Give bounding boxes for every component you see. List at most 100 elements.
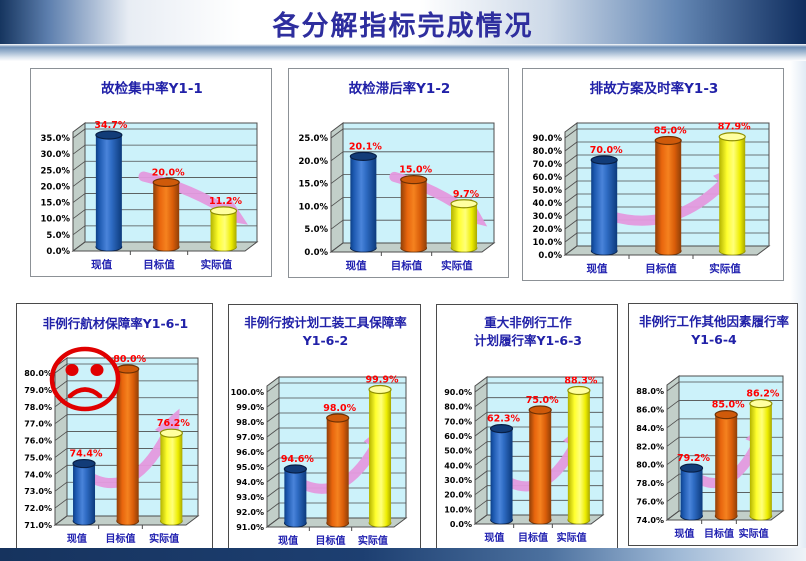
data-label: 86.2% <box>746 389 779 400</box>
gridline-wall-tick <box>666 436 680 447</box>
y-tick-label: 30.0% <box>533 212 563 222</box>
chart-card-Y1-2: 故检滞后率Y1-2 25.0% 20.0% 15.0% 10.0% 5.0% 0.0% 20.… <box>288 68 509 278</box>
y-tick-label: 94.0% <box>236 478 264 487</box>
bar-cylinder-actual-top <box>718 132 746 142</box>
y-tick-label: 15.0% <box>41 199 71 209</box>
gridline-wall-tick <box>474 441 488 451</box>
y-tick-label: 0.0% <box>450 520 472 529</box>
gridline-wall-tick <box>266 457 280 468</box>
y-tick-label: 100.0% <box>231 388 264 397</box>
gridline-wall-tick <box>564 232 578 243</box>
gridline-wall-tick <box>72 144 86 155</box>
chart-card-Y1-6-3: 重大非例行工作 计划履行率Y1-6-3 90.0% 80.0% 70.0% 60.0% 50… <box>436 304 618 550</box>
chart-title: 非例行按计划工装工具保障率 <box>244 315 407 330</box>
y-tick-label: 88.0% <box>636 387 664 396</box>
y-tick-label: 74.0% <box>636 516 664 525</box>
bar-cylinder-current-top <box>489 424 514 434</box>
gridline-wall-tick <box>474 500 488 510</box>
gridline-wall-tick <box>564 245 578 256</box>
gridline-wall-tick <box>474 426 488 437</box>
gridline-wall-tick <box>72 128 86 139</box>
y-tick-label: 40.0% <box>444 461 472 470</box>
y-tick-label: 10.0% <box>41 215 71 225</box>
sad-face-outline <box>49 346 121 412</box>
y-tick-label: 50.0% <box>533 186 563 196</box>
x-category-label: 实际值 <box>149 532 179 545</box>
bar-cylinder-target <box>400 179 427 248</box>
plot-side-wall <box>54 357 68 526</box>
chart-svg-Y1-6-2: 非例行按计划工装工具保障率 Y1-6-2 100.0% 99.0% 98.0% 97.0%… <box>231 315 408 547</box>
bar-cylinder-actual-top <box>368 384 392 395</box>
gridline-wall-tick <box>266 487 280 498</box>
chart-title: Y1-6-2 <box>302 333 349 348</box>
bottom-bar <box>0 548 806 561</box>
gridline-wall-tick <box>666 418 680 429</box>
gridline-wall-tick <box>666 492 680 502</box>
gridline-wall-tick <box>474 485 488 495</box>
x-category-label: 实际值 <box>739 527 769 540</box>
sad-face-left-eye <box>65 364 79 376</box>
bar-cylinder-current-top <box>679 463 704 473</box>
y-tick-label: 77.0% <box>24 420 52 429</box>
y-tick-label: 60.0% <box>533 173 563 183</box>
gridline-wall-tick <box>266 472 280 483</box>
x-category-label: 现值 <box>674 527 694 540</box>
gridline-wall-tick <box>266 442 280 453</box>
chart-card-Y1-6-4: 非例行工作其他因素履行率 Y1-6-4 88.0% 86.0% 84.0% 82.0% 80… <box>628 303 798 546</box>
chart-svg-Y1-1: 故检集中率Y1-1 35.0% 30.0% 25.0% 20.0% 15.0% 10.0% 5… <box>41 80 259 271</box>
y-tick-label: 91.0% <box>236 523 264 532</box>
bar-cylinder-current <box>73 463 96 521</box>
x-category-label: 目标值 <box>143 258 175 271</box>
y-tick-label: 93.0% <box>236 493 264 502</box>
plot-side-wall <box>330 122 344 253</box>
bar-cylinder-actual-top <box>450 199 478 209</box>
data-label: 98.0% <box>323 403 356 414</box>
x-category-label: 目标值 <box>316 534 346 547</box>
sad-face-annotation <box>49 346 121 412</box>
data-label: 9.7% <box>453 189 480 200</box>
y-tick-label: 20.0% <box>299 157 329 167</box>
gridline-wall-tick <box>266 517 280 528</box>
gridline-wall-tick <box>564 128 578 139</box>
y-tick-label: 76.0% <box>636 498 664 507</box>
y-tick-label: 80.0% <box>444 403 472 412</box>
x-category-label: 实际值 <box>709 262 741 275</box>
y-tick-label: 99.0% <box>236 403 264 412</box>
data-label: 62.3% <box>487 414 520 425</box>
gridline-wall-tick <box>666 381 680 392</box>
chart-card-Y1-3: 排故方案及时率Y1-3 90.0% 80.0% 70.0% 60.0% 50.0% 40.0… <box>522 68 784 281</box>
y-tick-label: 0.0% <box>538 251 562 261</box>
chart-title: 排故方案及时率Y1-3 <box>590 80 719 97</box>
gridline-wall-tick <box>54 515 68 526</box>
gridline-wall-tick <box>474 456 488 466</box>
x-category-label: 目标值 <box>518 531 548 544</box>
data-label: 88.3% <box>564 375 597 386</box>
gridline-wall-tick <box>72 209 86 220</box>
y-tick-label: 30.0% <box>41 150 71 160</box>
y-tick-label: 78.0% <box>24 403 52 412</box>
bar-cylinder-target <box>116 369 139 521</box>
data-label: 80.0% <box>113 354 146 365</box>
y-tick-label: 10.0% <box>533 238 563 248</box>
bar-cylinder-current-top <box>72 458 96 469</box>
y-tick-label: 74.0% <box>24 470 52 479</box>
bar-cylinder-target-top <box>326 413 350 423</box>
data-label: 79.2% <box>677 453 710 464</box>
chart-title: 故检集中率Y1-1 <box>101 80 203 97</box>
data-label: 75.0% <box>526 395 559 406</box>
bar-cylinder-current-top <box>349 151 377 161</box>
x-category-label: 目标值 <box>106 532 136 545</box>
y-tick-label: 10.0% <box>444 505 472 514</box>
chart-svg-Y1-6-4: 非例行工作其他因素履行率 Y1-6-4 88.0% 86.0% 84.0% 82.0% 80… <box>636 314 789 540</box>
y-tick-label: 10.0% <box>299 202 329 212</box>
bar-cylinder-actual <box>210 210 237 247</box>
gridline-wall-tick <box>54 431 68 441</box>
gridline-wall-tick <box>474 382 488 393</box>
gridline-wall-tick <box>266 382 280 393</box>
gridline-wall-tick <box>72 160 86 171</box>
gridline-wall-tick <box>666 400 680 410</box>
y-tick-label: 25.0% <box>299 134 329 144</box>
y-tick-label: 95.0% <box>236 463 264 472</box>
chart-svg-Y1-2: 故检滞后率Y1-2 25.0% 20.0% 15.0% 10.0% 5.0% 0.0% 20.… <box>299 80 496 272</box>
slide-header: 各分解指标完成情况 <box>0 0 806 44</box>
